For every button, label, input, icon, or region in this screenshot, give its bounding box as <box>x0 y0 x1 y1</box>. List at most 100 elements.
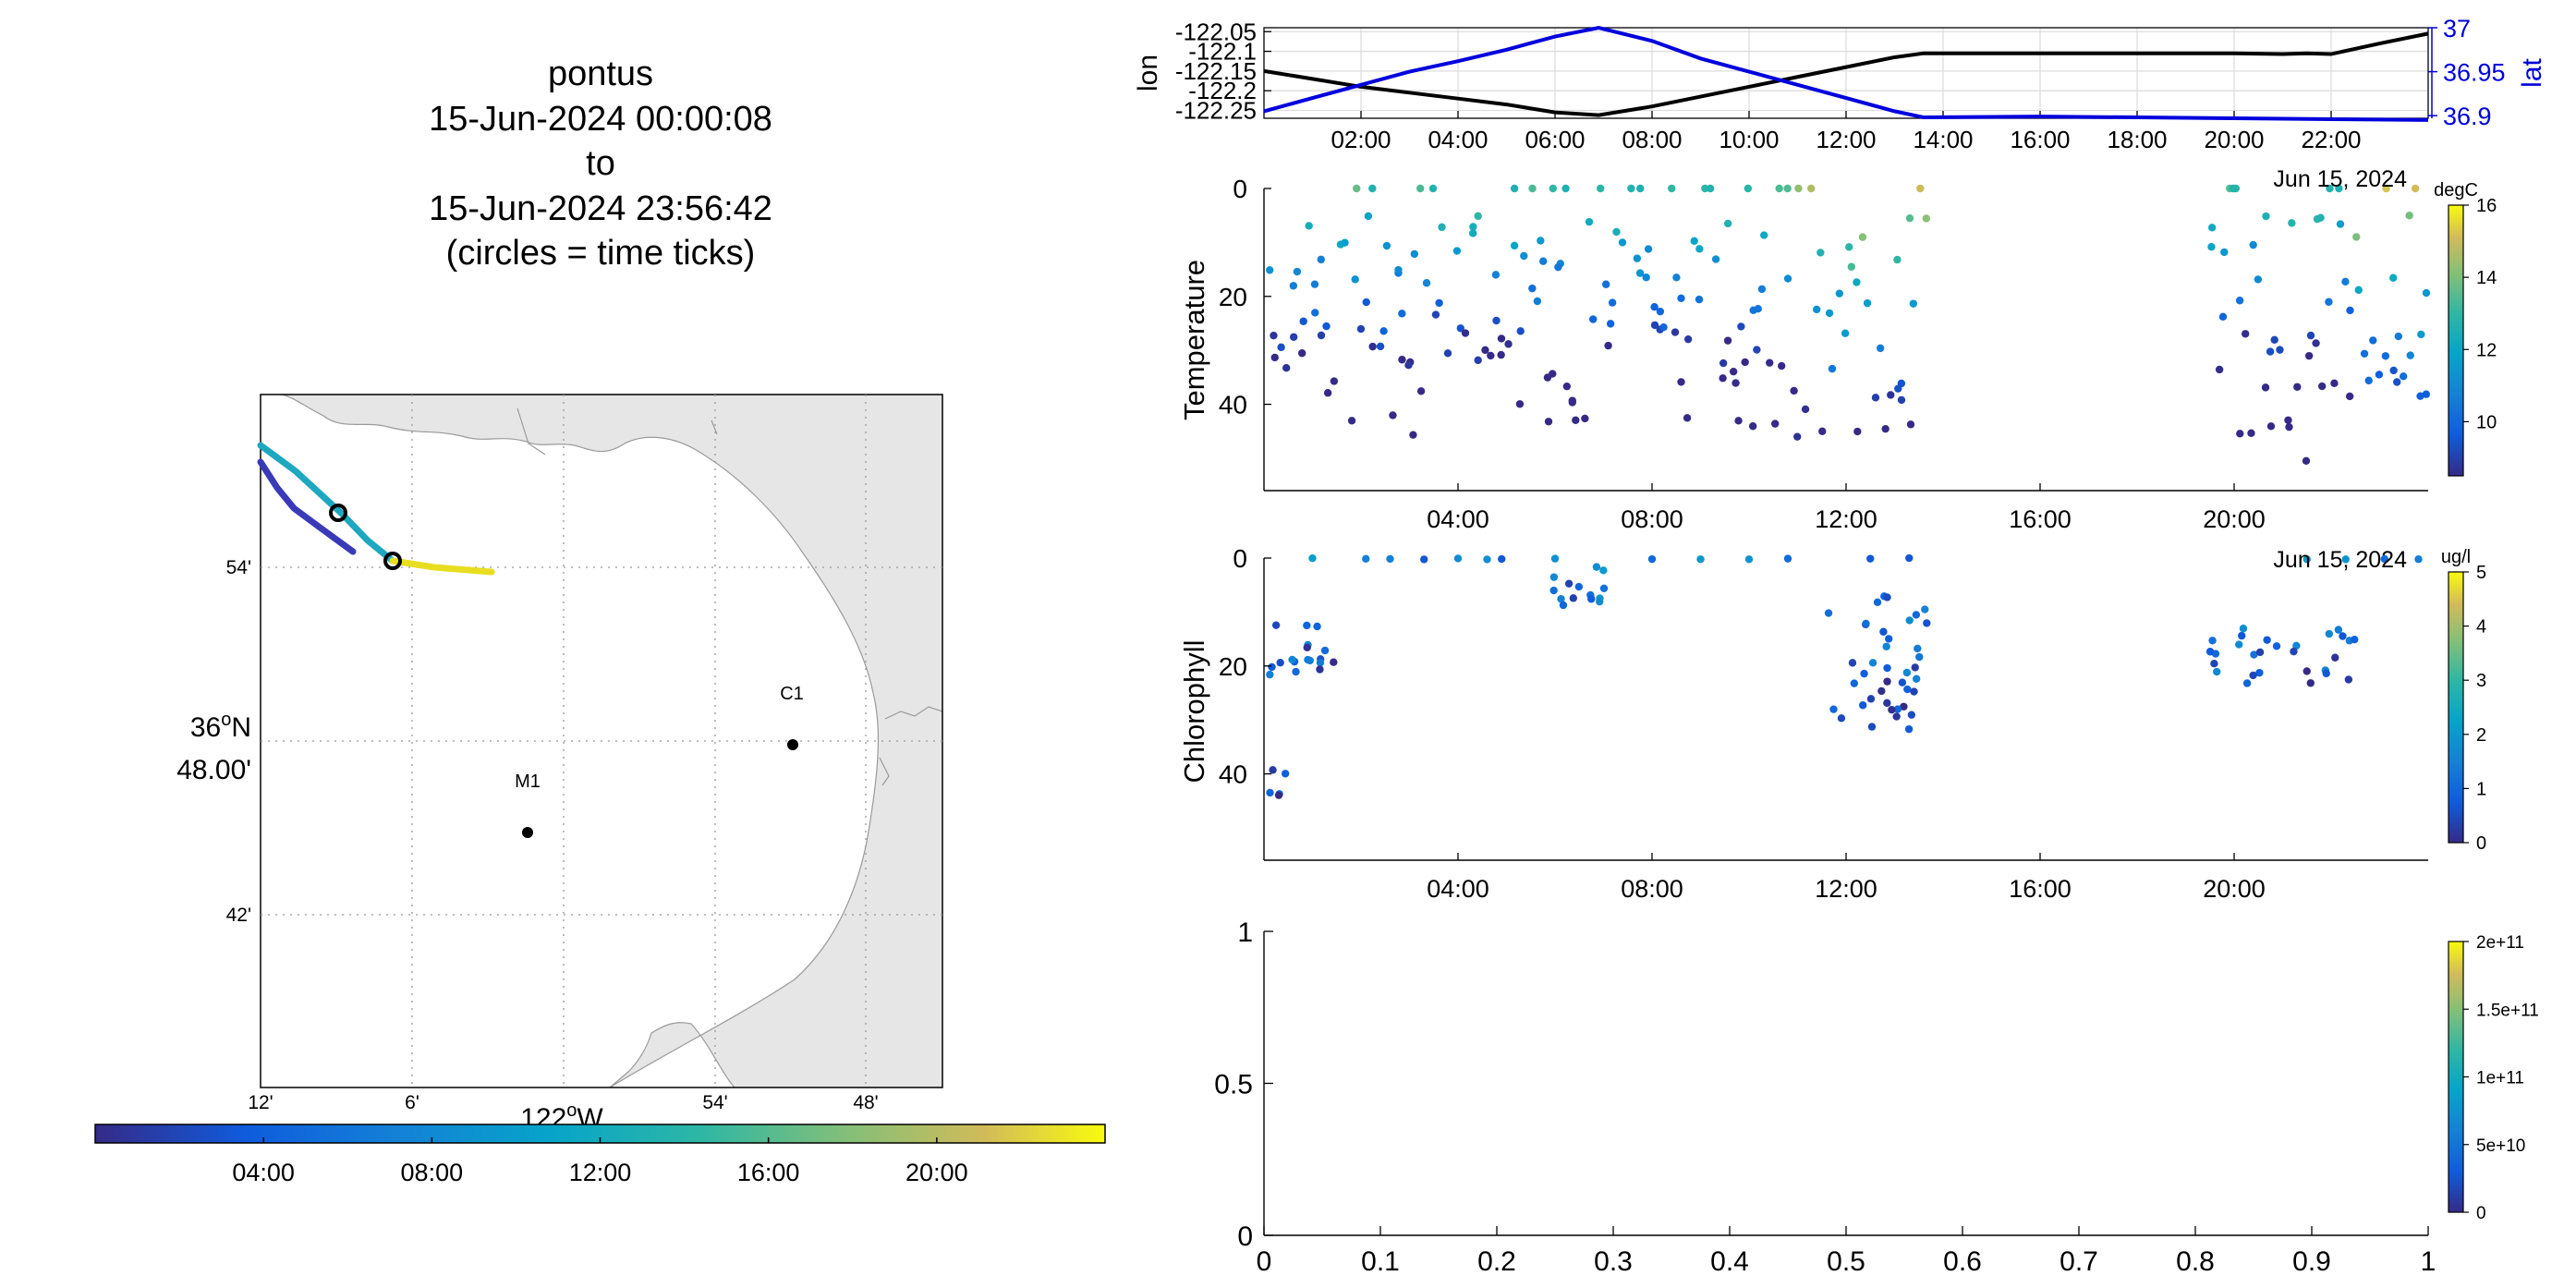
chlorophyll-ylabel: Chlorophyll <box>1178 639 1210 783</box>
temperature-point <box>2215 365 2224 374</box>
temperature-point <box>1618 238 1627 247</box>
temperature-point <box>2220 248 2229 257</box>
temperature-point <box>1435 298 1443 308</box>
x-tick-label: 0.7 <box>2060 1246 2098 1277</box>
chlorophyll-point <box>1271 621 1281 629</box>
temperature-point <box>1644 245 1653 253</box>
chlorophyll-point <box>1837 714 1846 723</box>
chlorophyll-point <box>1569 594 1578 602</box>
temperature-point <box>1650 321 1659 330</box>
temperature-point <box>2399 372 2408 381</box>
temperature-point <box>1398 310 1406 318</box>
time-colorbar-ticks: 04:00 08:00 12:00 16:00 20:00 <box>232 1137 968 1186</box>
temperature-point <box>1368 342 1377 351</box>
chlorophyll-point <box>1910 687 1918 696</box>
lonlat-x-tick-label: 16:00 <box>2010 126 2070 153</box>
temperature-point <box>2236 430 2244 438</box>
lonlat-chart: -122.05-122.1-122.15-122.2-122.25 02:00 04… <box>1133 15 2547 153</box>
empty-chart: 0 0.5 1 0 0.1 0.2 0.3 0.4 0.5 0.6 0.7 0.8 0.9 1 2e+11… <box>1214 917 2539 1277</box>
chlorophyll-point <box>2334 626 2343 634</box>
chlorophyll-point <box>2255 668 2264 677</box>
lonlat-x-tick-label: 10:00 <box>1719 126 1779 153</box>
chlorophyll-point <box>2341 555 2350 564</box>
x-tick-label: 0.2 <box>1477 1246 1516 1277</box>
temperature-point <box>1297 349 1306 358</box>
temperature-point <box>2389 273 2398 282</box>
temperature-point <box>1853 278 1861 286</box>
colorbar-tick-label: 5 <box>2476 563 2486 583</box>
chlorophyll-point <box>1883 663 1891 673</box>
temperature-point <box>1775 184 1783 193</box>
chlorophyll-point <box>1850 679 1859 687</box>
x-tick-label: 16:00 <box>2009 875 2072 903</box>
chlorophyll-point <box>2351 635 2359 644</box>
track-late <box>389 557 495 576</box>
chlorophyll-point <box>1386 554 1394 564</box>
chlorophyll-point <box>1587 595 1596 603</box>
x-tick-label: 1 <box>2421 1246 2436 1277</box>
colorbar-tick-label: 1.5e+11 <box>2476 1001 2539 1020</box>
temperature-point <box>1270 353 1279 362</box>
temperature-point <box>2326 184 2334 193</box>
chlorophyll-point <box>1559 601 1568 610</box>
temperature-point <box>1711 255 1720 263</box>
chlorophyll-point <box>2239 625 2248 633</box>
temperature-point <box>1562 382 1572 391</box>
time-tick-circle <box>329 504 347 522</box>
temperature-point <box>1690 237 1698 246</box>
station-label: C1 <box>780 684 804 704</box>
lonlat-x-tick-label: 22:00 <box>2301 126 2361 153</box>
river-line-4 <box>711 419 718 435</box>
lonlat-x-tick-label: 08:00 <box>1622 126 1682 153</box>
x-tick-label: 0.3 <box>1594 1246 1633 1277</box>
lonlat-ticks: -122.05-122.1-122.15-122.2-122.25 02:00 04… <box>1175 15 2506 153</box>
chlorophyll-point <box>2331 653 2339 662</box>
temperature-point <box>2325 298 2333 306</box>
x-tick-label: 08:00 <box>1621 505 1683 533</box>
time-colorbar-tick-label: 16:00 <box>737 1159 800 1186</box>
temperature-point <box>1568 396 1576 405</box>
chlorophyll-point <box>1564 579 1574 588</box>
chlorophyll-point <box>1882 642 1890 650</box>
temperature-point <box>1289 333 1298 341</box>
temperature-point <box>1671 328 1680 336</box>
chlorophyll-point <box>1744 555 1754 564</box>
chlorophyll-point <box>2205 648 2215 656</box>
chlorophyll-point <box>1883 699 1891 708</box>
colorbar-tick-label: 1e+11 <box>2476 1069 2524 1088</box>
temperature-point <box>1382 241 1391 250</box>
chlorophyll-point <box>2339 632 2347 640</box>
temperature-point <box>2207 243 2216 251</box>
chlorophyll-point <box>1883 677 1891 686</box>
lon-tick-label: -122.15 <box>1175 57 1257 85</box>
temperature-point <box>1737 322 1745 331</box>
chlorophyll-point <box>1912 611 1921 619</box>
chlorophyll-point <box>1915 652 1924 662</box>
temperature-point <box>2389 366 2398 375</box>
temperature-point <box>1723 219 1732 228</box>
x-tick-label: 0.4 <box>1710 1246 1749 1277</box>
temperature-point <box>1612 227 1621 237</box>
temperature-point <box>2369 336 2377 345</box>
temperature-point <box>1719 374 1727 383</box>
temperature-point <box>1468 229 1477 237</box>
temperature-chart: 0 20 40 04:00 08:00 12:00 16:00 20:00 Temperatu… <box>1178 166 2497 533</box>
chlorophyll-point <box>1900 702 1908 711</box>
temperature-point <box>2293 383 2302 391</box>
station-c1: C1 <box>780 684 804 750</box>
chlorophyll-point <box>1914 644 1922 653</box>
temperature-point <box>1389 411 1397 419</box>
chlorophyll-point <box>2344 675 2353 684</box>
title-block: pontus 15-Jun-2024 00:00:08 to 15-Jun-20… <box>429 55 772 273</box>
x-tick-label: 0.9 <box>2292 1246 2331 1277</box>
lat-hemi: N <box>231 712 251 743</box>
temperature-points <box>1266 184 2431 466</box>
x-tick-label: 20:00 <box>2203 875 2266 903</box>
colorbar-tick-label: 14 <box>2476 268 2497 288</box>
chlorophyll-point <box>1266 788 1274 797</box>
lat-tick-label: 36oN <box>190 710 251 743</box>
chlorophyll-date-label: Jun 15, 2024 <box>2273 547 2407 573</box>
temperature-point <box>1858 233 1867 241</box>
chlorophyll-point <box>2414 555 2423 564</box>
chlorophyll-point <box>1858 701 1867 710</box>
